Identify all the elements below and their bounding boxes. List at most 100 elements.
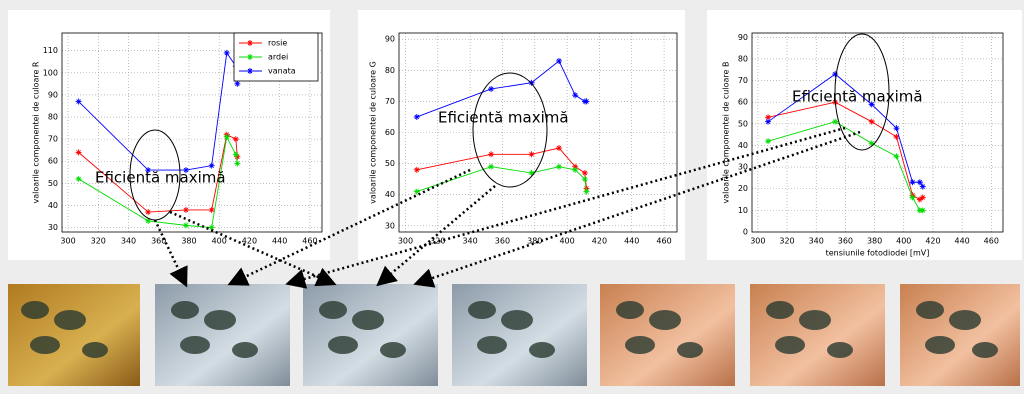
x-tick-label: 320 [779,237,794,246]
y-axis-label: valoarile componentei de culoare B [722,62,731,204]
data-point [765,118,772,125]
data-point [182,167,189,174]
y-tick-label: 60 [385,128,395,137]
legend-marker [247,68,253,74]
x-tick-label: 380 [867,237,882,246]
data-point [234,160,241,167]
data-point [528,79,535,86]
data-point [223,49,230,56]
data-point [182,206,189,213]
y-tick-label: 30 [385,221,395,230]
x-tick-label: 340 [809,237,824,246]
data-point [893,153,900,160]
data-point [919,194,926,201]
data-point [581,176,588,183]
x-tick-label: 340 [121,237,136,246]
y-tick-label: 30 [738,163,748,172]
data-point [488,151,495,158]
x-tick-label: 420 [242,237,257,246]
x-tick-label: 400 [212,237,227,246]
data-point [75,98,82,105]
x-tick-label: 460 [984,237,999,246]
data-point [208,224,215,231]
arrows [153,126,861,289]
x-tick-label: 440 [272,237,287,246]
legend-marker [247,40,253,46]
data-point [765,114,772,121]
y-tick-label: 10 [738,206,748,215]
y-tick-label: 50 [48,179,58,188]
y-tick-label: 0 [743,228,748,237]
x-tick-label: 360 [151,237,166,246]
data-point [919,207,926,214]
data-point [413,166,420,173]
x-tick-label: 420 [925,237,940,246]
data-point [223,133,230,140]
x-tick-label: 440 [624,237,639,246]
plot-frame [61,32,323,233]
y-tick-label: 40 [738,141,748,150]
y-tick-label: 40 [48,201,58,210]
annotation: Eficientă maximă [95,169,226,187]
y-tick-label: 70 [385,97,395,106]
y-tick-label: 70 [48,135,58,144]
x-tick-label: 340 [462,237,477,246]
y-tick-label: 90 [385,35,395,44]
data-point [208,206,215,213]
x-tick-label: 440 [954,237,969,246]
y-axis-label: valoarile componentei de culoare G [369,61,378,204]
y-tick-label: 50 [385,159,395,168]
y-tick-label: 60 [738,98,748,107]
data-point [75,175,82,182]
data-point [916,179,923,186]
y-tick-label: 80 [48,113,58,122]
x-tick-label: 300 [60,237,75,246]
data-point [528,169,535,176]
legend-label: vanata [268,67,296,76]
y-tick-label: 90 [48,90,58,99]
data-point [868,118,875,125]
x-tick-label: 360 [495,237,510,246]
data-point [234,80,241,87]
plot-frame [751,32,1004,233]
y-tick-label: 110 [43,46,58,55]
data-point [488,85,495,92]
x-axis-label: tensiunile fotodiodei [mV] [826,249,930,258]
x-tick-label: 300 [398,237,413,246]
legend-label: ardei [268,53,288,62]
y-tick-label: 40 [385,190,395,199]
data-point [182,222,189,229]
data-point [832,71,839,78]
data-point [572,166,579,173]
y-tick-label: 80 [385,66,395,75]
legend-label: rosie [268,39,287,48]
data-point [413,113,420,120]
plot-frame [398,32,678,233]
x-tick-label: 460 [302,237,317,246]
data-point [234,153,241,160]
y-tick-label: 70 [738,76,748,85]
y-tick-label: 80 [738,54,748,63]
y-tick-label: 60 [48,157,58,166]
x-tick-label: 300 [750,237,765,246]
annotation: Eficientă maximă [792,88,923,106]
y-tick-label: 90 [738,33,748,42]
data-point [868,101,875,108]
data-point [572,92,579,99]
data-point [556,163,563,170]
data-point [909,179,916,186]
data-point [765,138,772,145]
data-point [583,98,590,105]
data-point [893,125,900,132]
x-tick-label: 320 [430,237,445,246]
data-point [919,183,926,190]
data-point [145,167,152,174]
y-tick-label: 20 [738,184,748,193]
x-tick-label: 380 [181,237,196,246]
data-point [583,188,590,195]
x-tick-label: 360 [838,237,853,246]
data-point [581,169,588,176]
y-tick-label: 50 [738,119,748,128]
data-point [232,136,239,143]
